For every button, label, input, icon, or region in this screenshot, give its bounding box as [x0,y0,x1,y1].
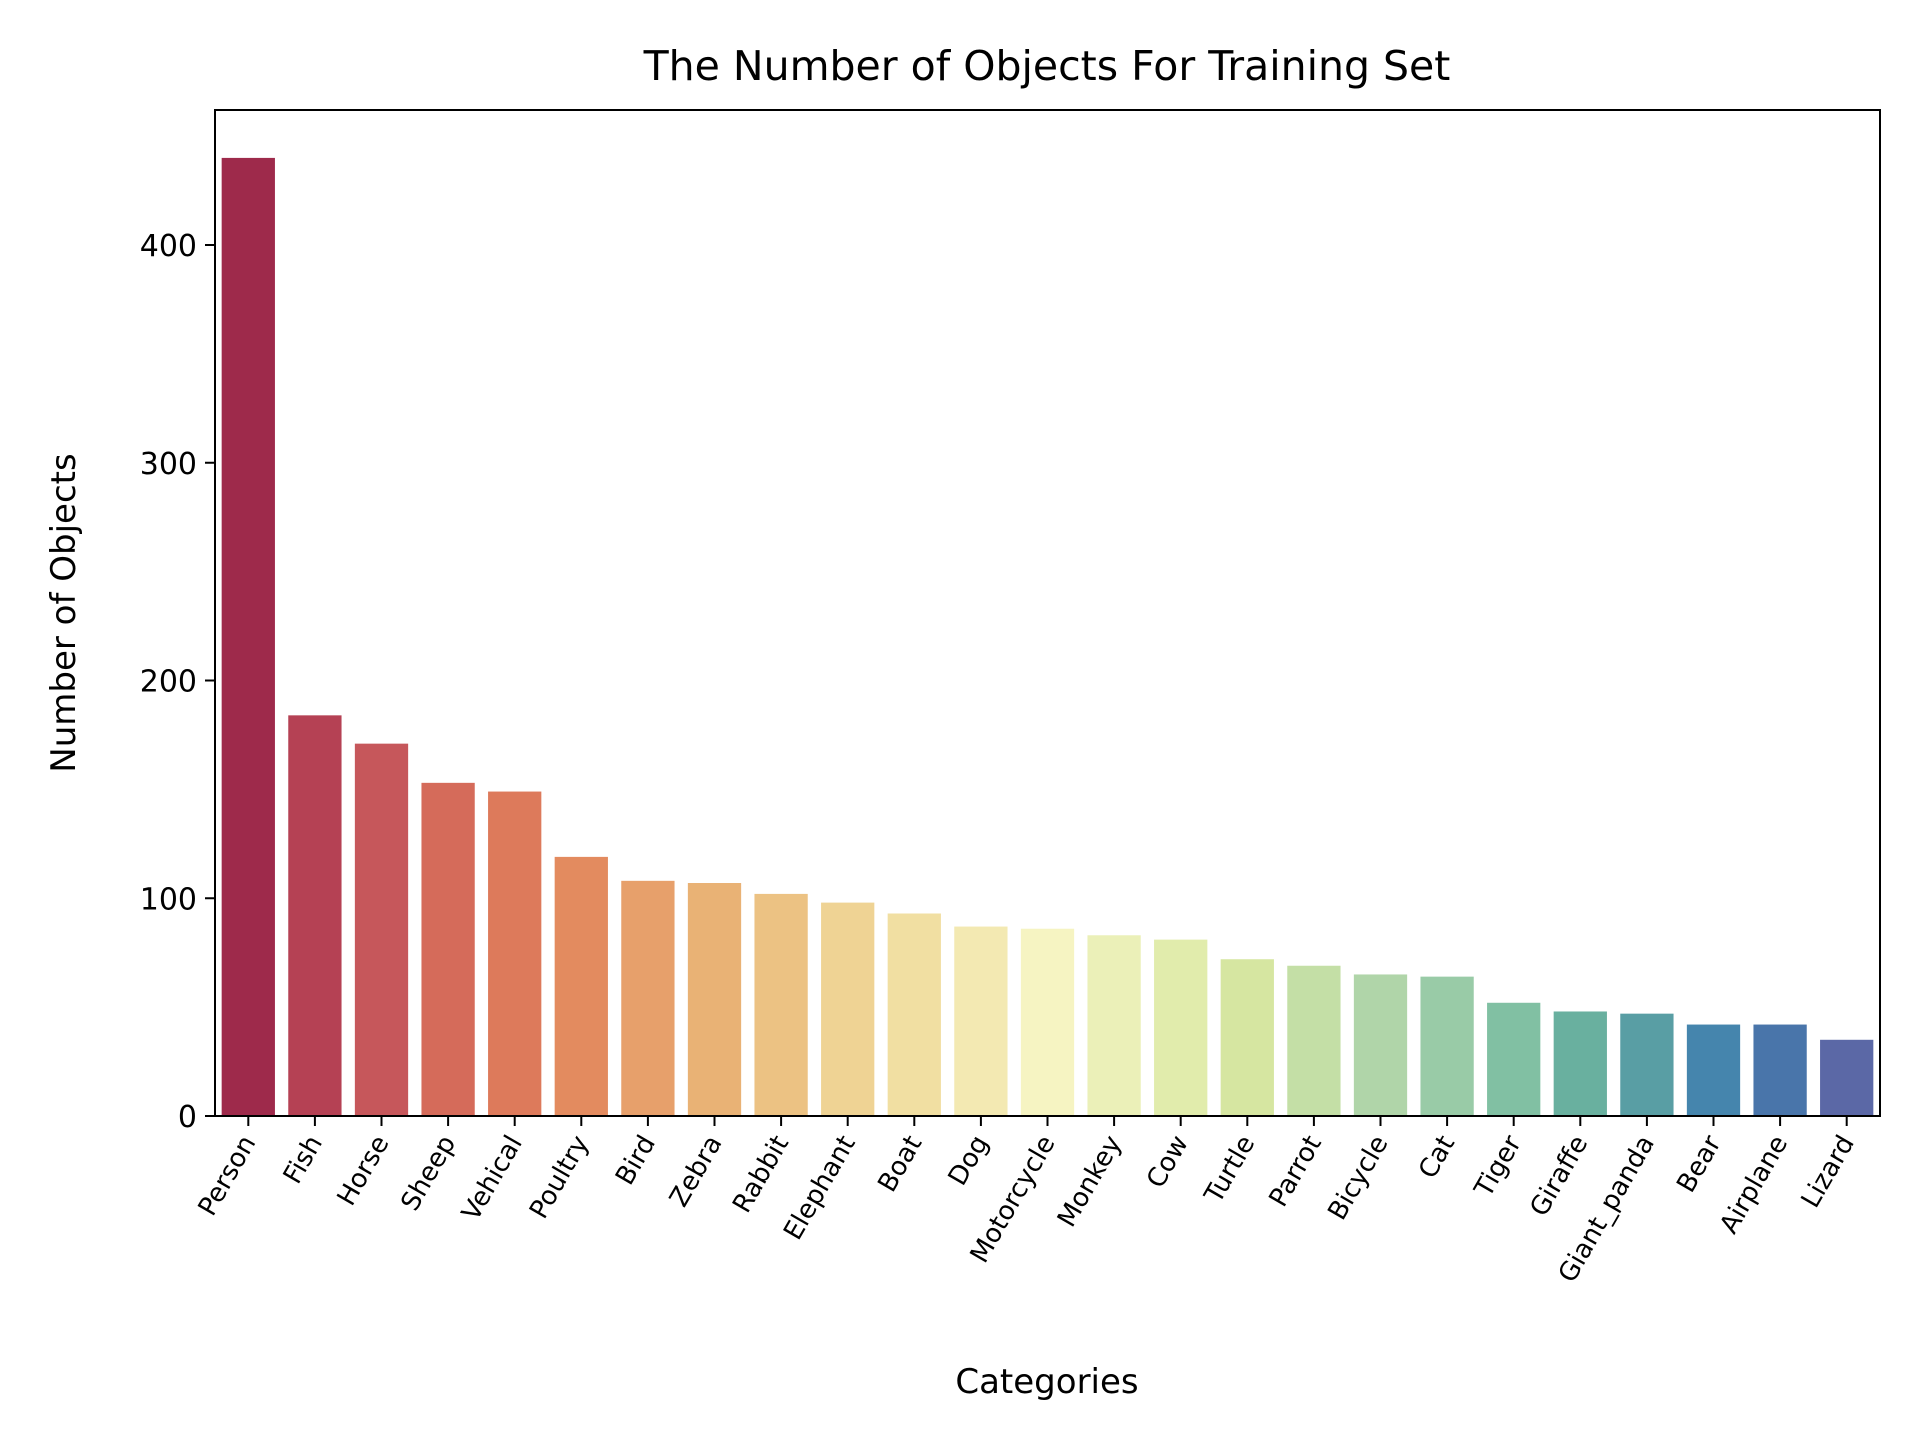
y-tick-label: 0 [178,1100,197,1135]
bar-parrot [1287,965,1341,1116]
plot-frame [214,109,1881,1117]
bar-bird [621,880,675,1116]
bar-cat [1420,976,1474,1116]
chart-title: The Number of Objects For Training Set [643,42,1451,90]
bar-bicycle [1353,974,1408,1116]
y-tick-label: 400 [140,229,197,264]
bar-monkey [1087,935,1141,1116]
bar-rabbit [754,893,808,1116]
bar-cow [1154,939,1208,1116]
bar-person [221,157,275,1116]
bars-group [221,157,1874,1116]
bar-sheep [421,782,475,1116]
bar-tiger [1487,1002,1541,1116]
y-axis-label: Number of Objects [44,453,84,772]
bar-airplane [1753,1024,1807,1116]
bar-dog [954,926,1008,1116]
bar-horse [354,743,409,1116]
bar-turtle [1220,959,1274,1116]
bar-elephant [821,902,875,1116]
bar-giraffe [1553,1011,1607,1116]
y-axis-ticks: 0 100 200 300 400 [140,229,215,1135]
bar-poultry [554,856,608,1116]
bar-fish [288,715,342,1116]
bar-bear [1686,1024,1741,1116]
bar-motorcycle [1020,928,1075,1116]
bar-boat [887,913,941,1116]
y-tick-label: 100 [140,882,197,917]
y-tick-label: 300 [140,447,197,482]
bar-giant-panda [1620,1013,1674,1116]
bar-zebra [687,883,742,1116]
bar-vehical [488,791,542,1116]
x-axis-label: Categories [955,1362,1138,1402]
bar-lizard [1820,1039,1874,1116]
y-tick-label: 200 [140,665,197,700]
